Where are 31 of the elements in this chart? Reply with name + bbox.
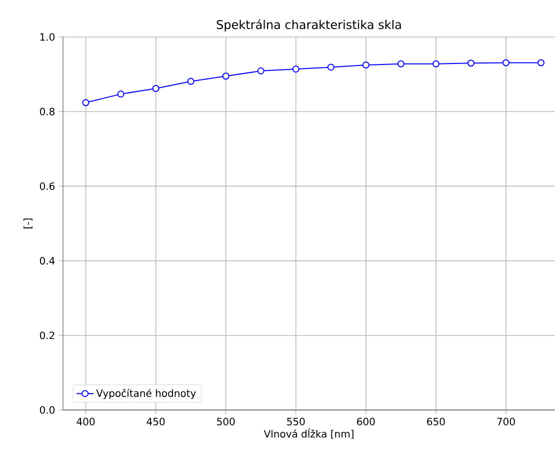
point <box>397 60 404 68</box>
point <box>502 59 510 66</box>
x-axis-title: Vlnová dĺžka [nm] <box>264 428 354 439</box>
x-tick-label: 550 <box>287 418 305 426</box>
point <box>187 78 194 85</box>
y-tick-label: 0.4 <box>40 256 55 265</box>
x-tick-label: 600 <box>357 418 375 426</box>
point <box>362 61 370 68</box>
point <box>222 72 230 80</box>
chart-title: Spektrálna charakteristika skla <box>216 19 401 32</box>
point <box>257 67 264 74</box>
x-tick-label: 650 <box>427 418 445 426</box>
point <box>117 90 124 98</box>
point <box>152 84 160 92</box>
y-tick-label: 0.6 <box>40 182 55 190</box>
x-tick-label: 700 <box>497 418 515 426</box>
x-tick-label: 400 <box>76 418 95 426</box>
y-tick-label: 0.0 <box>40 406 55 414</box>
y-tick-label: 0.8 <box>40 108 55 116</box>
point <box>82 99 90 106</box>
point <box>467 60 474 67</box>
point <box>292 66 300 73</box>
point <box>327 64 334 71</box>
y-tick-label: 1.0 <box>40 33 55 41</box>
y-tick-label: 0.2 <box>40 332 54 340</box>
legend-label: Vypočítané hodnoty <box>96 388 196 399</box>
point <box>432 60 440 68</box>
y-axis-title: [-] <box>24 218 32 228</box>
point <box>537 59 544 66</box>
x-tick-label: 450 <box>146 418 165 426</box>
x-tick-label: 500 <box>217 418 235 426</box>
